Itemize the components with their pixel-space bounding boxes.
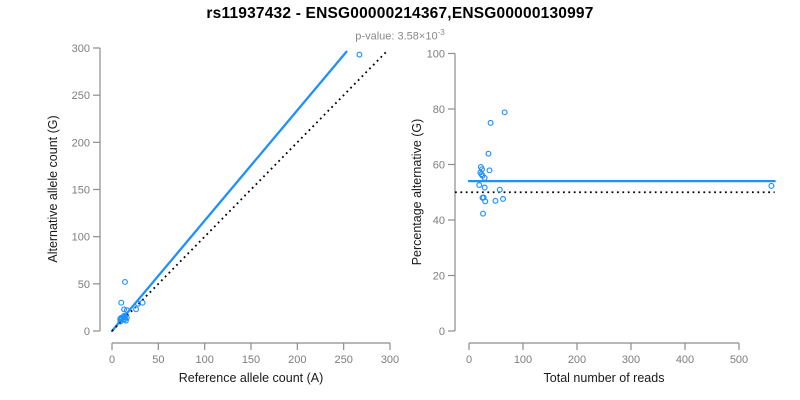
data-point	[478, 171, 485, 178]
x-tick-label: 0	[109, 354, 115, 366]
x-tick-label: 150	[242, 354, 260, 366]
data-point	[481, 184, 488, 191]
data-point	[500, 195, 506, 202]
y-tick-label: 100	[427, 49, 445, 61]
x-tick-label: 0	[466, 354, 472, 366]
x-tick-label: 200	[288, 354, 306, 366]
x-tick-label: 250	[334, 354, 352, 366]
y-tick-label: 250	[72, 90, 90, 102]
data-point	[118, 299, 125, 306]
x-tick-label: 100	[195, 354, 213, 366]
data-point	[496, 186, 503, 193]
y-tick-label: 200	[72, 137, 90, 149]
data-point	[121, 278, 128, 285]
y-tick-label: 150	[72, 185, 90, 197]
data-point	[356, 51, 363, 58]
data-point	[121, 306, 128, 313]
chart-subtitle: p-value: 3.58×10-3	[0, 28, 800, 43]
x-tick-label: 400	[676, 354, 694, 366]
x-tick-label: 300	[622, 354, 640, 366]
y-tick-label: 20	[433, 271, 445, 283]
y-axis-label-right: Percentage alternative (G)	[410, 119, 424, 266]
data-point	[768, 182, 775, 189]
y-tick-label: 100	[72, 232, 90, 244]
x-tick-label: 300	[381, 354, 399, 366]
data-point	[482, 198, 489, 205]
pvalue-exponent: -3	[437, 28, 445, 37]
y-tick-label: 80	[433, 104, 445, 116]
x-tick-label: 200	[568, 354, 586, 366]
data-point	[492, 197, 499, 204]
x-tick-label: 500	[730, 354, 748, 366]
plot-right: 0 20 40 60 80 100 0 100 200 300 400 500	[427, 49, 776, 366]
y-tick-label: 50	[78, 279, 90, 291]
data-point	[501, 109, 508, 116]
y-tick-label: 300	[72, 43, 90, 55]
data-point	[485, 150, 492, 157]
plot-left: 0 50 100 150 200 250 300 0 50 100 150 200 250 300	[72, 43, 400, 366]
x-tick-label: 100	[514, 354, 532, 366]
x-tick-label: 50	[152, 354, 164, 366]
pvalue-text: p-value: 3.58×10	[355, 30, 438, 43]
data-point	[486, 167, 493, 174]
y-tick-label: 0	[439, 326, 445, 338]
x-axis-label-left: Reference allele count (A)	[179, 371, 324, 385]
x-axis-label-right: Total number of reads	[544, 371, 665, 385]
y-tick-label: 0	[84, 326, 90, 338]
regression-line	[110, 50, 348, 333]
chart-title: rs11937432 - ENSG00000214367,ENSG0000013…	[206, 5, 594, 22]
data-point	[122, 317, 129, 324]
data-point	[487, 119, 494, 126]
data-point	[480, 210, 487, 217]
data-point	[476, 182, 483, 189]
y-axis-label-left: Alternative allele count (G)	[46, 115, 60, 262]
data-point	[123, 314, 130, 321]
data-point	[133, 306, 140, 313]
data-point	[139, 299, 146, 306]
data-point	[123, 307, 130, 314]
y-tick-label: 60	[433, 160, 445, 172]
identity-line	[111, 50, 388, 332]
y-tick-label: 40	[433, 215, 445, 227]
data-point	[481, 174, 488, 181]
chart-header: rs11937432 - ENSG00000214367,ENSG0000013…	[0, 5, 800, 43]
